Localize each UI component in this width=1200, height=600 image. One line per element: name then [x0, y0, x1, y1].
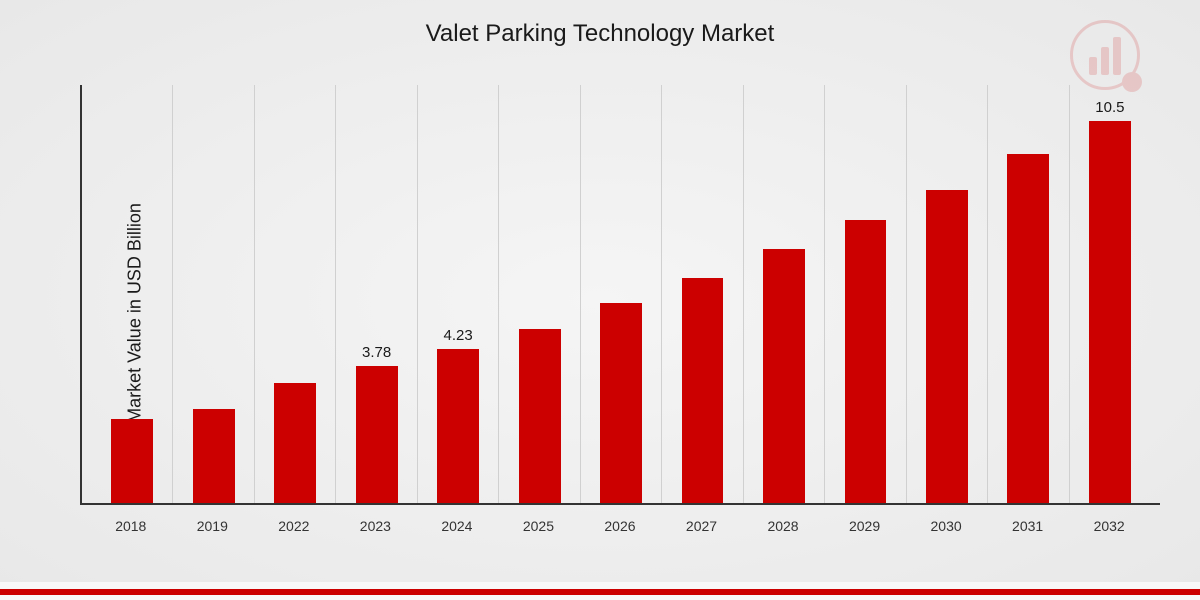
bar [1007, 154, 1049, 503]
bar-value-label: 3.78 [362, 344, 391, 361]
bar-group: 10.5 [1070, 85, 1150, 503]
x-axis-label: 2031 [987, 508, 1069, 540]
bar [763, 249, 805, 503]
bar-group [988, 85, 1069, 503]
bar-value-label: 10.5 [1095, 99, 1124, 116]
x-axis-label: 2032 [1068, 508, 1150, 540]
bar [845, 220, 887, 504]
x-axis-label: 2025 [498, 508, 580, 540]
bar-value-label: 4.23 [444, 327, 473, 344]
bar: 3.78 [356, 366, 398, 503]
bar [682, 278, 724, 503]
bar: 4.23 [437, 349, 479, 503]
bar-group [744, 85, 825, 503]
footer-accent-line [0, 589, 1200, 595]
x-axis-label: 2019 [172, 508, 254, 540]
bar-group [173, 85, 254, 503]
x-axis-label: 2018 [90, 508, 172, 540]
x-axis-label: 2026 [579, 508, 661, 540]
bar [274, 383, 316, 503]
bar [111, 419, 153, 503]
chart-container: Valet Parking Technology Market Market V… [0, 0, 1200, 600]
x-axis-label: 2023 [335, 508, 417, 540]
chart-title: Valet Parking Technology Market [0, 0, 1200, 48]
bar-group [581, 85, 662, 503]
bar-group: 3.78 [336, 85, 417, 503]
x-axis-label: 2022 [253, 508, 335, 540]
bar-group [907, 85, 988, 503]
x-axis-label: 2029 [824, 508, 906, 540]
bar [926, 190, 968, 503]
bar-group [825, 85, 906, 503]
plot-area: 3.78 4.23 10.5 [80, 85, 1160, 505]
x-axis-label: 2027 [661, 508, 743, 540]
x-axis-label: 2030 [905, 508, 987, 540]
bar-group [255, 85, 336, 503]
bar [600, 303, 642, 503]
bar [519, 329, 561, 503]
bar: 10.5 [1089, 121, 1131, 503]
bars-container: 3.78 4.23 10.5 [82, 85, 1160, 503]
x-axis-label: 2024 [416, 508, 498, 540]
x-axis-labels: 2018201920222023202420252026202720282029… [80, 508, 1160, 540]
bar-group: 4.23 [418, 85, 499, 503]
x-axis-label: 2028 [742, 508, 824, 540]
bar-group [662, 85, 743, 503]
chart-area: Market Value in USD Billion 3.784.2310.5… [70, 85, 1160, 540]
bar [193, 409, 235, 504]
bar-group [92, 85, 173, 503]
bar-group [499, 85, 580, 503]
